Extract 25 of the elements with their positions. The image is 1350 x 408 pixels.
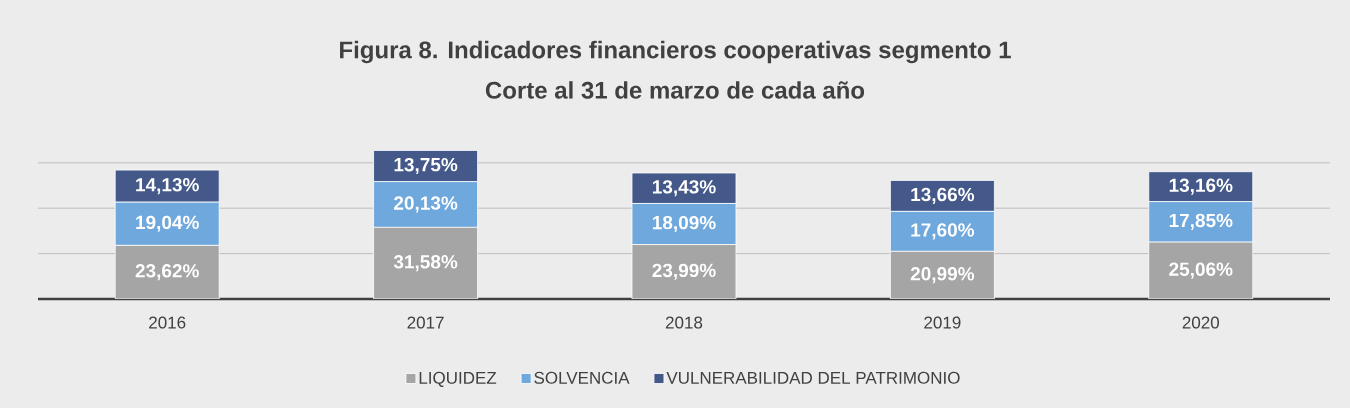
x-tick-label: 2017 (407, 316, 444, 329)
data-label: 19,04% (136, 215, 199, 232)
data-label: 14,13% (136, 178, 199, 195)
data-label: 17,60% (911, 223, 975, 240)
data-label: 13,16% (1169, 178, 1233, 195)
data-label: 13,75% (394, 157, 458, 175)
data-label: 17,85% (1169, 213, 1233, 230)
legend-label: VULNERABILIDAD DEL PATRIMONIO (666, 371, 960, 384)
x-tick-label: 2018 (665, 316, 703, 329)
x-tick-label: 2020 (1182, 316, 1220, 329)
data-label: 23,99% (652, 263, 716, 280)
chart-title: Figura 8. Indicadores financieros cooperativas segmento 1 (340, 40, 1011, 64)
legend-label: SOLVENCIA (534, 371, 630, 384)
x-tick-label: 2019 (924, 316, 961, 329)
data-label: 20,99% (910, 267, 975, 284)
legend-label: LIQUIDEZ (419, 371, 497, 387)
data-label: 20,13% (394, 196, 458, 213)
data-label: 23,62% (135, 264, 199, 281)
data-label: 13,43% (652, 180, 716, 197)
data-label: 25,06% (1169, 262, 1233, 279)
x-tick-label: 2016 (149, 316, 186, 329)
chart-subtitle: Corte al 31 de marzo de cada año (485, 81, 865, 99)
data-label: 18,09% (652, 215, 716, 233)
data-label: 13,66% (911, 187, 975, 204)
data-label: 31,58% (393, 255, 458, 272)
